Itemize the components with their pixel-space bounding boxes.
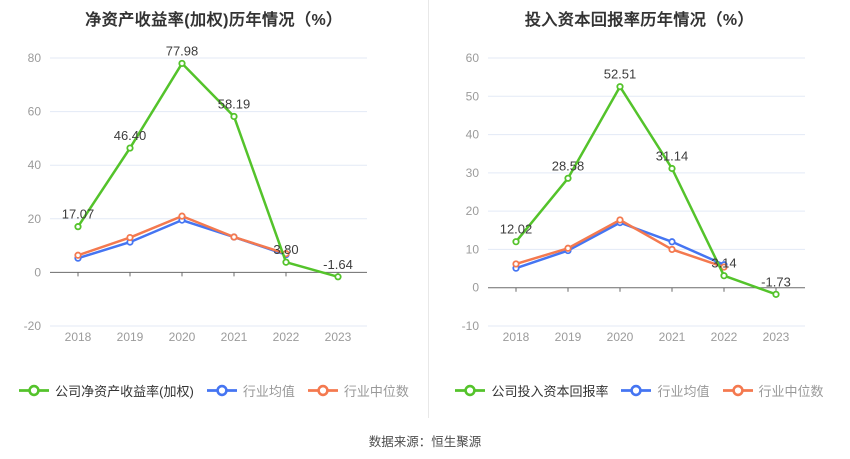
data-point-company[interactable] — [564, 174, 572, 182]
x-axis-category-label: 2021 — [659, 330, 686, 344]
data-source-note: 数据来源：恒生聚源 — [368, 435, 482, 449]
data-point-label: 52.51 — [604, 67, 637, 82]
x-axis-category-label: 2023 — [325, 330, 352, 344]
data-point-industry_median[interactable] — [74, 251, 82, 259]
legend-label: 公司投入资本回报率 — [491, 384, 609, 399]
y-axis-tick-label: -20 — [24, 319, 42, 333]
data-point-company[interactable] — [126, 144, 134, 152]
series-line-industry_mean — [514, 221, 726, 270]
data-point-industry_median[interactable] — [178, 212, 186, 220]
data-point-label: -1.64 — [323, 257, 353, 272]
data-point-label: 77.98 — [166, 43, 199, 58]
y-axis-tick-label: 30 — [466, 166, 480, 180]
legend-label: 公司净资产收益率(加权) — [55, 384, 194, 399]
legend-marker-icon — [19, 384, 50, 397]
y-axis-tick-label: 80 — [28, 51, 42, 65]
chart-legend: 公司投入资本回报率 行业均值 行业中位数 — [429, 381, 850, 400]
chart-title: 投入资本回报率历年情况（%） — [524, 12, 755, 29]
roe-chart-plot: 80 60 40 20 0 -20 2018 2019 2020 2021 2022 2023 17.0… — [24, 43, 367, 344]
series-line-industry_mean — [76, 218, 288, 260]
y-axis-tick-label: -10 — [462, 319, 480, 333]
y-axis-tick-label: 40 — [28, 158, 42, 172]
roic-chart-panel: 60 50 40 30 20 10 0 -10 2018 2019 2020 2021 2022 2023… — [428, 0, 850, 418]
data-point-industry_median[interactable] — [126, 233, 134, 242]
x-axis-category-label: 2021 — [221, 330, 248, 344]
data-point-company[interactable] — [74, 223, 82, 231]
legend-item-industry_mean[interactable]: 行业均值 — [206, 381, 295, 400]
y-axis-tick-label: 20 — [466, 204, 480, 218]
data-point-industry_mean[interactable] — [668, 238, 676, 246]
x-axis-category-label: 2019 — [117, 330, 144, 344]
x-axis-category-label: 2022 — [711, 330, 738, 344]
legend-marker-icon — [307, 384, 338, 397]
roe-chart-panel: 80 60 40 20 0 -20 2018 2019 2020 2021 2022 2023 17.0… — [0, 0, 428, 418]
legend-label: 行业中位数 — [758, 384, 824, 399]
chart-legend: 公司净资产收益率(加权) 行业均值 行业中位数 — [0, 381, 428, 400]
x-axis-category-label: 2023 — [763, 330, 790, 344]
data-point-company[interactable] — [230, 112, 238, 121]
legend-item-company[interactable]: 公司净资产收益率(加权) — [19, 381, 194, 400]
x-axis-category-label: 2020 — [607, 330, 634, 344]
y-axis-tick-label: 60 — [28, 105, 42, 119]
y-axis-tick-label: 10 — [466, 242, 480, 256]
data-point-company[interactable] — [282, 258, 290, 266]
data-point-company[interactable] — [668, 164, 676, 173]
y-axis-tick-label: 60 — [466, 51, 480, 65]
y-axis-tick-label: 0 — [472, 281, 479, 295]
data-point-label: 46.40 — [114, 128, 147, 143]
legend-marker-icon — [455, 384, 486, 397]
data-point-label: 31.14 — [656, 148, 689, 163]
chart-title: 净资产收益率(加权)历年情况（%） — [85, 12, 343, 29]
series-line-industry_median — [514, 218, 726, 269]
legend-item-industry_median[interactable]: 行业中位数 — [307, 381, 409, 400]
data-point-label: 3.14 — [711, 256, 736, 271]
data-point-label: 58.19 — [218, 96, 251, 111]
x-axis-category-label: 2020 — [169, 330, 196, 344]
data-point-industry_median[interactable] — [512, 260, 520, 268]
legend-marker-icon — [722, 384, 753, 397]
data-point-company[interactable] — [616, 83, 624, 91]
data-point-company[interactable] — [720, 272, 728, 280]
data-point-industry_median[interactable] — [720, 263, 728, 271]
legend-item-industry_mean[interactable]: 行业均值 — [621, 381, 710, 400]
data-point-industry_median[interactable] — [564, 244, 572, 252]
legend-label: 行业均值 — [657, 384, 710, 399]
data-point-label: 3.80 — [273, 242, 298, 257]
x-axis-category-label: 2018 — [503, 330, 530, 344]
data-point-label: 28.58 — [552, 158, 585, 173]
legend-label: 行业均值 — [242, 384, 295, 399]
data-point-company[interactable] — [512, 238, 520, 246]
series-line-company — [76, 62, 340, 279]
y-axis-tick-label: 20 — [28, 212, 42, 226]
data-point-label: -1.73 — [761, 274, 791, 289]
y-axis-tick-label: 40 — [466, 128, 480, 142]
x-axis-category-label: 2018 — [65, 330, 92, 344]
legend-item-industry_median[interactable]: 行业中位数 — [722, 381, 824, 400]
x-axis-category-label: 2022 — [273, 330, 300, 344]
series-line-company — [514, 85, 778, 296]
y-axis-tick-label: 50 — [466, 89, 480, 103]
data-point-industry_median[interactable] — [616, 216, 624, 224]
data-point-company[interactable] — [334, 273, 342, 281]
legend-label: 行业中位数 — [343, 384, 409, 399]
y-axis-tick-label: 0 — [34, 265, 41, 279]
data-point-company[interactable] — [178, 59, 186, 68]
data-point-industry_median[interactable] — [230, 233, 238, 241]
roic-chart-plot: 60 50 40 30 20 10 0 -10 2018 2019 2020 2021 2022 2023… — [462, 51, 805, 344]
legend-item-company[interactable]: 公司投入资本回报率 — [455, 381, 608, 400]
data-point-industry_median[interactable] — [668, 245, 676, 254]
legend-marker-icon — [206, 384, 237, 397]
data-point-company[interactable] — [772, 290, 780, 298]
x-axis-category-label: 2019 — [555, 330, 582, 344]
data-point-label: 12.02 — [500, 222, 533, 237]
legend-marker-icon — [621, 384, 652, 397]
charts-row: 80 60 40 20 0 -20 2018 2019 2020 2021 2022 2023 17.0… — [0, 0, 850, 418]
data-point-label: 17.07 — [62, 207, 95, 222]
